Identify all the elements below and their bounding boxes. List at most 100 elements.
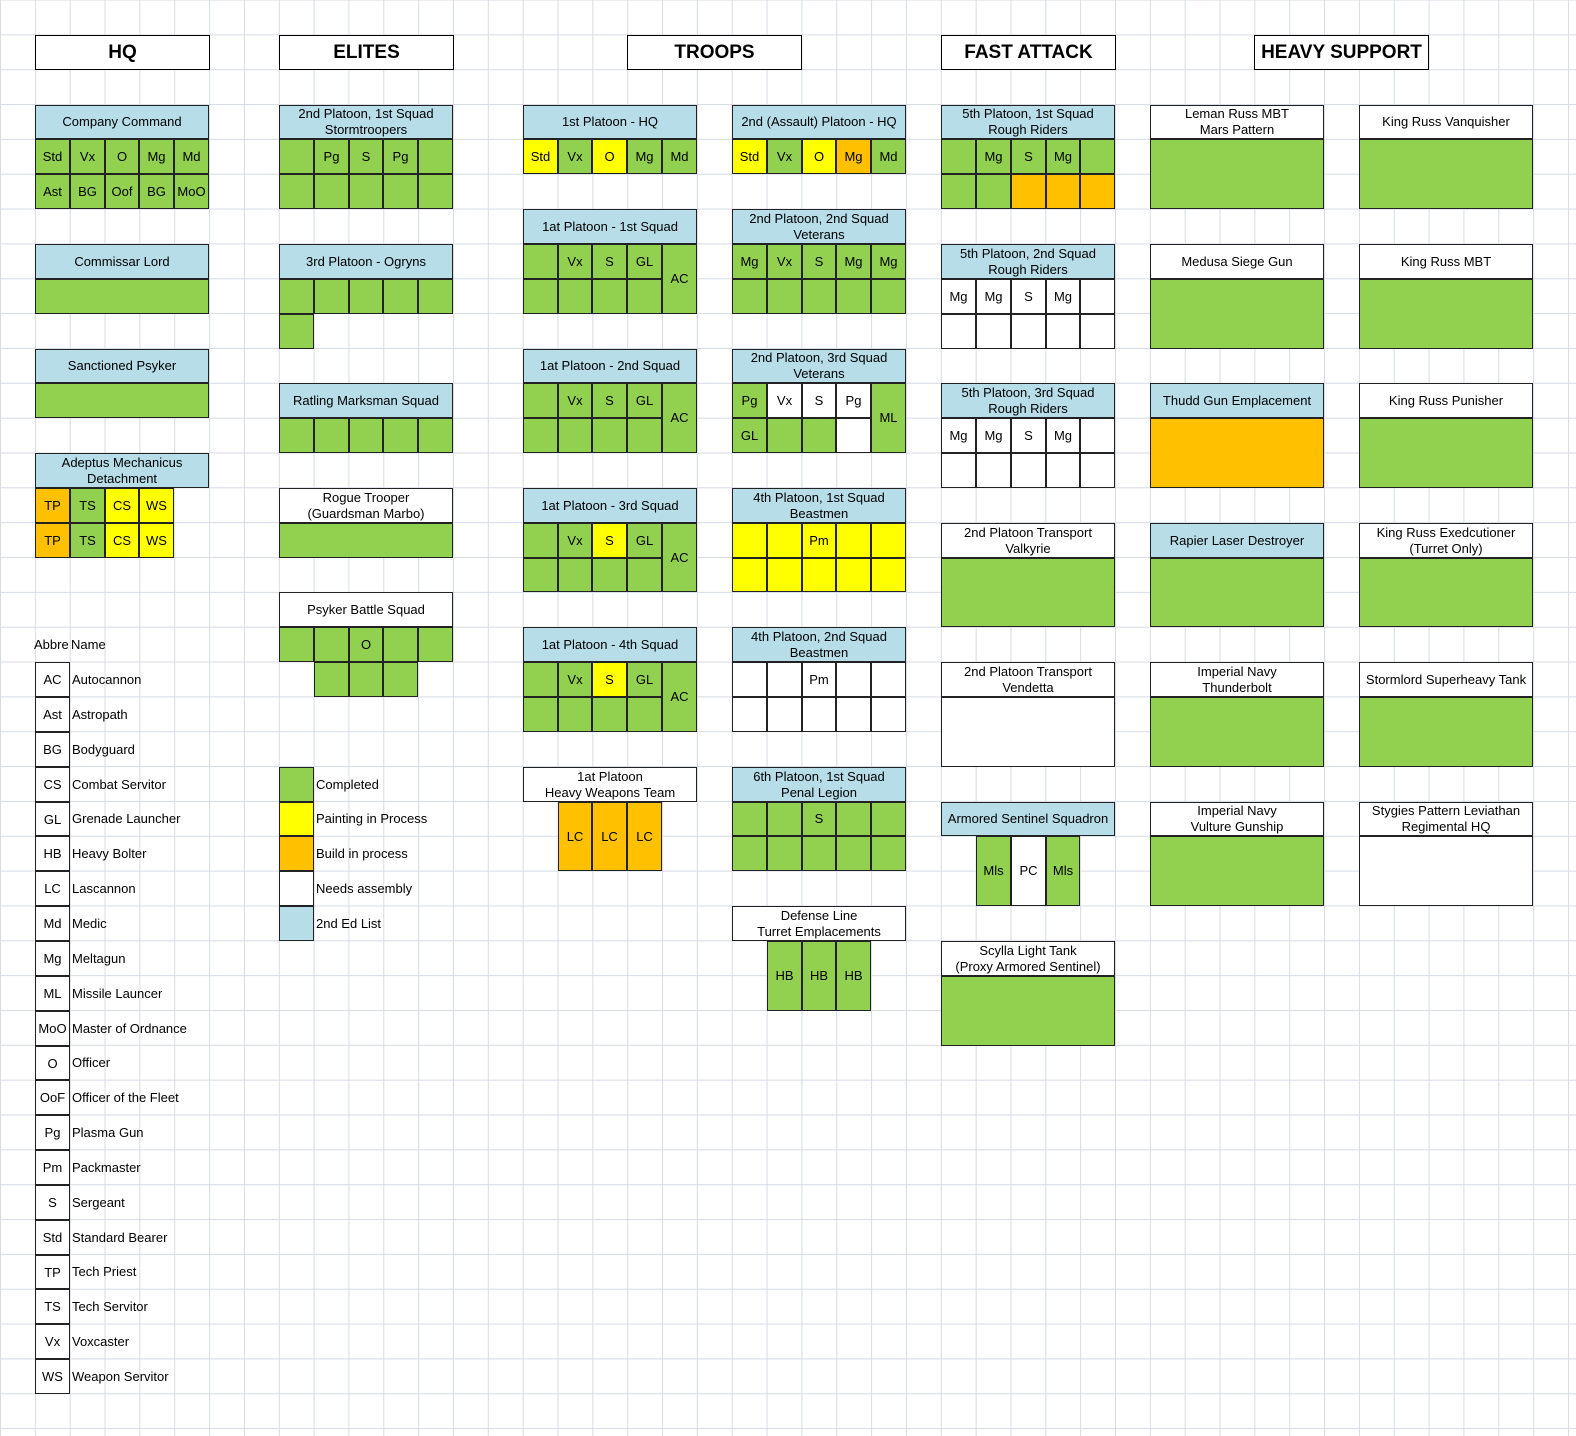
model-cell[interactable]	[871, 836, 906, 871]
model-cell[interactable]	[592, 558, 627, 592]
model-cell[interactable]: GL	[732, 418, 767, 453]
model-cell[interactable]	[314, 662, 349, 697]
unit-title[interactable]: King Russ Vanquisher	[1359, 105, 1533, 139]
model-cell[interactable]	[558, 418, 592, 453]
model-cell[interactable]	[523, 697, 558, 732]
model-cell[interactable]	[871, 558, 906, 592]
model-cell[interactable]: Mg	[836, 139, 871, 174]
model-cell[interactable]	[1046, 314, 1080, 349]
model-cell[interactable]: O	[592, 139, 627, 174]
model-cell[interactable]: TS	[70, 523, 105, 558]
unit-title[interactable]: Scylla Light Tank (Proxy Armored Sentine…	[941, 941, 1115, 976]
model-cell[interactable]	[871, 662, 906, 697]
model-cell[interactable]: Mg	[139, 139, 174, 174]
model-cell[interactable]	[279, 139, 314, 174]
unit-title[interactable]: 5th Platoon, 1st Squad Rough Riders	[941, 105, 1115, 139]
model-cell[interactable]: HB	[836, 941, 871, 1011]
unit-title[interactable]: Ratling Marksman Squad	[279, 383, 453, 418]
unit-status-block[interactable]	[35, 383, 209, 418]
model-cell[interactable]: WS	[139, 523, 174, 558]
model-cell[interactable]	[279, 627, 314, 662]
model-cell[interactable]: S	[592, 662, 627, 697]
model-cell[interactable]	[314, 627, 349, 662]
model-cell[interactable]	[418, 174, 453, 209]
model-cell[interactable]	[1046, 174, 1080, 209]
model-cell[interactable]: Mg	[941, 279, 976, 314]
unit-title[interactable]: King Russ Exedcutioner (Turret Only)	[1359, 523, 1533, 558]
model-cell[interactable]	[627, 418, 662, 453]
model-cell[interactable]	[941, 139, 976, 174]
model-cell[interactable]: O	[105, 139, 139, 174]
model-cell[interactable]: O	[349, 627, 383, 662]
model-cell[interactable]: Pm	[802, 662, 836, 697]
unit-status-block[interactable]	[941, 558, 1115, 627]
model-cell[interactable]: LC	[592, 802, 627, 871]
model-cell[interactable]: CS	[105, 523, 139, 558]
model-cell[interactable]	[836, 836, 871, 871]
model-cell[interactable]: Vx	[767, 383, 802, 418]
model-cell[interactable]	[767, 697, 802, 732]
model-cell[interactable]: BG	[139, 174, 174, 209]
model-cell[interactable]	[1080, 453, 1115, 488]
unit-status-block[interactable]	[1359, 279, 1533, 349]
model-cell[interactable]: Md	[871, 139, 906, 174]
model-cell[interactable]	[523, 523, 558, 558]
unit-title[interactable]: Thudd Gun Emplacement	[1150, 383, 1324, 418]
unit-status-block[interactable]	[1150, 697, 1324, 767]
unit-title[interactable]: 6th Platoon, 1st Squad Penal Legion	[732, 767, 906, 802]
model-cell[interactable]	[558, 279, 592, 314]
unit-title[interactable]: 2nd Platoon, 2nd Squad Veterans	[732, 209, 906, 244]
model-cell[interactable]	[976, 174, 1011, 209]
model-cell[interactable]: Vx	[70, 139, 105, 174]
model-cell[interactable]: Mg	[627, 139, 662, 174]
model-cell[interactable]	[836, 279, 871, 314]
model-cell[interactable]: Std	[35, 139, 70, 174]
model-cell[interactable]	[976, 453, 1011, 488]
model-cell[interactable]	[767, 802, 802, 836]
model-cell[interactable]	[836, 558, 871, 592]
model-cell[interactable]	[836, 697, 871, 732]
model-cell[interactable]: PC	[1011, 836, 1046, 906]
model-cell[interactable]: Vx	[767, 244, 802, 279]
model-cell[interactable]: Vx	[767, 139, 802, 174]
model-cell[interactable]: Md	[174, 139, 209, 174]
model-cell[interactable]: Mg	[976, 139, 1011, 174]
model-cell[interactable]	[871, 279, 906, 314]
unit-title[interactable]: 1at Platoon - 3rd Squad	[523, 488, 697, 523]
model-cell[interactable]	[349, 662, 383, 697]
unit-status-block[interactable]	[941, 697, 1115, 767]
model-cell[interactable]: TP	[35, 523, 70, 558]
model-cell[interactable]	[418, 418, 453, 453]
unit-title[interactable]: Imperial Navy Vulture Gunship	[1150, 802, 1324, 836]
model-cell[interactable]	[1080, 174, 1115, 209]
unit-status-block[interactable]	[1359, 139, 1533, 209]
model-cell[interactable]	[279, 418, 314, 453]
unit-title[interactable]: 1at Platoon - 1st Squad	[523, 209, 697, 244]
unit-status-block[interactable]	[1150, 558, 1324, 627]
unit-title[interactable]: 2nd Platoon Transport Vendetta	[941, 662, 1115, 697]
model-cell[interactable]	[802, 558, 836, 592]
model-cell[interactable]: GL	[627, 244, 662, 279]
unit-title[interactable]: 3rd Platoon - Ogryns	[279, 244, 453, 279]
model-cell[interactable]: Mg	[1046, 418, 1080, 453]
model-cell[interactable]: TP	[35, 488, 70, 523]
model-cell[interactable]	[767, 558, 802, 592]
model-cell[interactable]: S	[1011, 279, 1046, 314]
model-cell[interactable]	[836, 802, 871, 836]
model-cell[interactable]	[836, 662, 871, 697]
model-cell[interactable]	[941, 453, 976, 488]
model-cell[interactable]	[418, 627, 453, 662]
model-cell[interactable]: Vx	[558, 523, 592, 558]
model-cell[interactable]	[523, 279, 558, 314]
unit-title[interactable]: Sanctioned Psyker	[35, 349, 209, 383]
model-cell[interactable]	[349, 418, 383, 453]
unit-status-block[interactable]	[1359, 418, 1533, 488]
model-cell[interactable]: AC	[662, 383, 697, 453]
model-cell[interactable]: MoO	[174, 174, 209, 209]
model-cell[interactable]	[383, 627, 418, 662]
model-cell[interactable]: S	[592, 244, 627, 279]
model-cell[interactable]	[1011, 174, 1046, 209]
model-cell[interactable]	[836, 523, 871, 558]
model-cell[interactable]	[732, 523, 767, 558]
unit-status-block[interactable]	[279, 523, 453, 558]
